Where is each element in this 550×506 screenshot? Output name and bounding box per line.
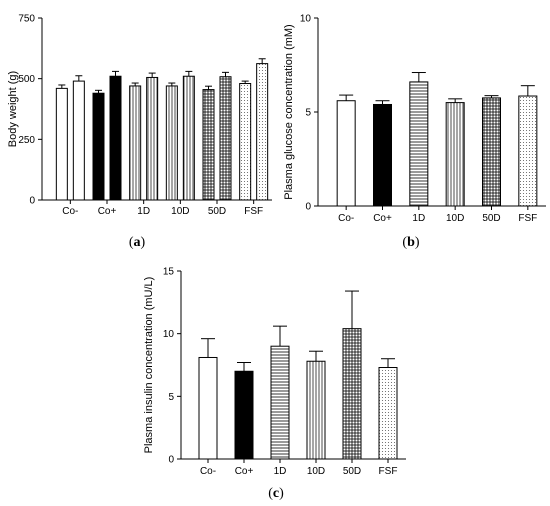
x-tick-label: 1D xyxy=(274,466,287,477)
bar xyxy=(409,81,429,207)
y-tick-label: 0 xyxy=(305,202,311,213)
y-tick-label: 10 xyxy=(300,14,312,25)
bar xyxy=(342,328,362,460)
x-tick-label: Co- xyxy=(200,466,216,477)
bar xyxy=(482,97,501,207)
panel-c-chart: 0 5 10 15 Plasma insulin concentration (mU/L… xyxy=(143,267,406,477)
bar xyxy=(109,75,122,201)
x-tick-label: FSF xyxy=(379,466,398,477)
bar xyxy=(219,76,232,201)
y-tick-label: 5 xyxy=(305,108,311,119)
x-tick-label: FSF xyxy=(244,206,263,217)
bar xyxy=(55,87,68,201)
panel-b-label: (b) xyxy=(402,235,419,250)
bar xyxy=(378,367,398,460)
bar xyxy=(198,356,218,460)
x-tick-label: 50D xyxy=(208,206,226,217)
x-tick-label: FSF xyxy=(518,213,537,224)
bar xyxy=(72,80,85,201)
x-tick-label: 1D xyxy=(412,213,425,224)
bar xyxy=(518,95,538,207)
panel-b-chart: 0 5 10 Plasma glucose concentration (mM) Co-… xyxy=(283,14,546,224)
bar xyxy=(92,92,105,201)
y-axis-title: Body weight (g) xyxy=(7,71,19,147)
x-tick-label: 10D xyxy=(446,213,464,224)
y-tick-label: 15 xyxy=(163,267,175,278)
x-tick-label: Co+ xyxy=(98,206,117,217)
bar xyxy=(336,100,356,207)
bar xyxy=(239,83,252,201)
y-tick-label: 10 xyxy=(163,329,175,340)
bar xyxy=(234,370,254,460)
x-tick-label: 10D xyxy=(171,206,189,217)
x-tick-label: 1D xyxy=(137,206,150,217)
x-tick-label: Co+ xyxy=(373,213,392,224)
y-tick-label: 500 xyxy=(18,74,35,85)
y-tick-label: 5 xyxy=(168,392,174,403)
x-tick-label: 50D xyxy=(343,466,361,477)
panel-a-label: (a) xyxy=(129,235,146,250)
y-tick-label: 250 xyxy=(18,135,35,146)
y-axis-title: Plasma insulin concentration (mU/L) xyxy=(143,277,155,454)
bar xyxy=(373,103,392,207)
y-tick-label: 0 xyxy=(29,196,35,207)
x-tick-label: 10D xyxy=(307,466,325,477)
bar xyxy=(256,63,269,201)
x-tick-label: Co- xyxy=(62,206,78,217)
x-tick-label: Co- xyxy=(338,213,354,224)
bar xyxy=(165,85,178,201)
bar xyxy=(146,76,159,201)
panel-a-chart: 0 250 500 750 Body weight (g) Co- Co+ 1D 10D 50D F… xyxy=(7,14,272,217)
panel-c-label: (c) xyxy=(268,486,284,501)
bar xyxy=(270,345,290,460)
x-tick-label: Co+ xyxy=(235,466,254,477)
bar xyxy=(182,75,195,201)
bar xyxy=(129,85,142,201)
x-tick-label: 50D xyxy=(482,213,500,224)
y-axis-title: Plasma glucose concentration (mM) xyxy=(283,24,295,199)
y-tick-label: 0 xyxy=(168,455,174,466)
y-tick-label: 750 xyxy=(18,14,35,25)
bar xyxy=(306,360,326,460)
bar xyxy=(445,102,465,207)
bar xyxy=(202,89,215,201)
